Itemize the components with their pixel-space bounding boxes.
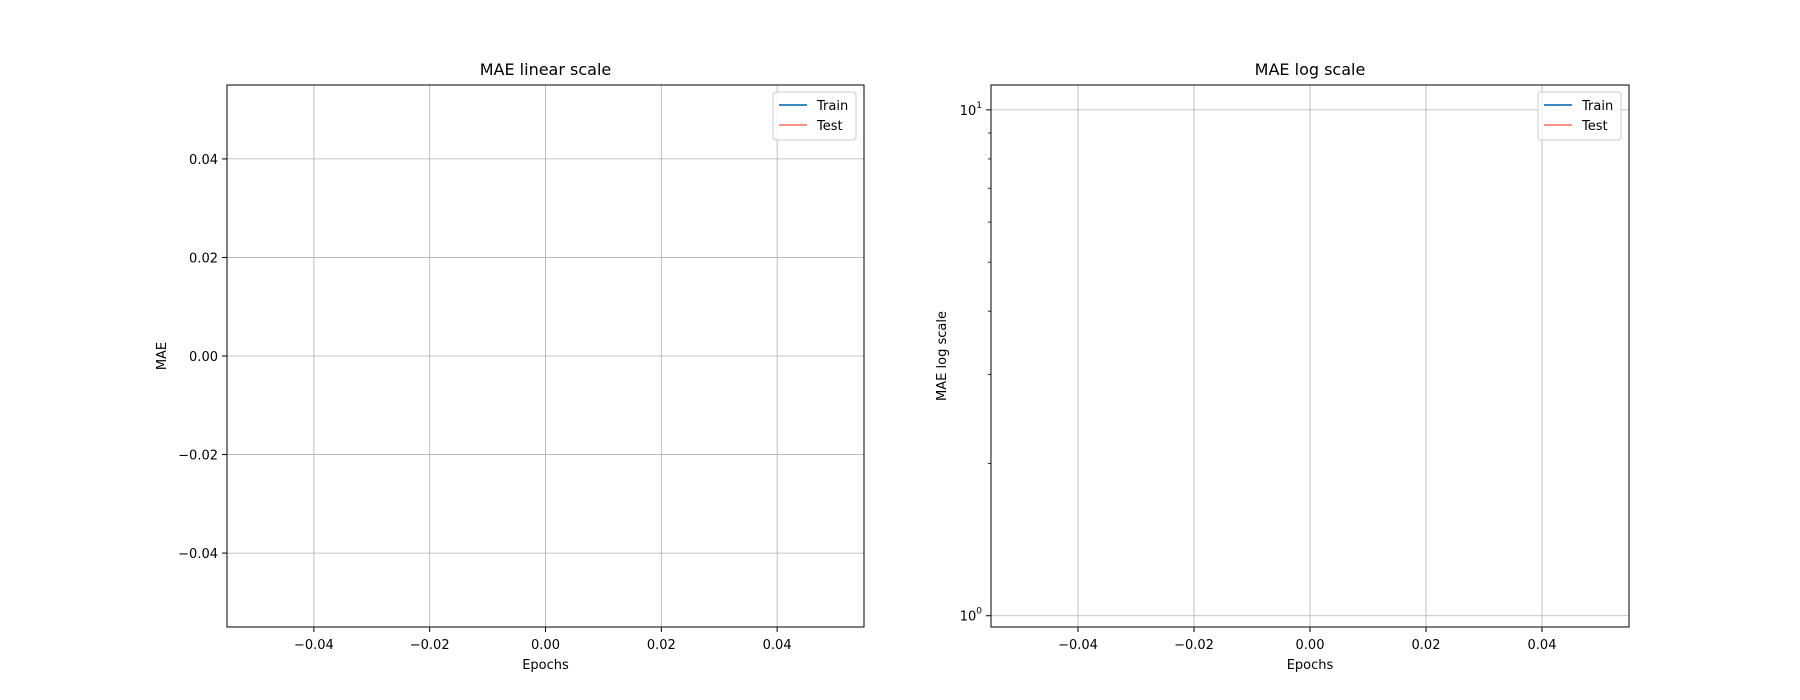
chart-title: MAE linear scale xyxy=(480,60,612,79)
x-tick-label: −0.02 xyxy=(1174,638,1214,653)
x-tick-label: 0.02 xyxy=(647,638,676,653)
x-tick-label: 0.04 xyxy=(763,638,792,653)
legend-label: Test xyxy=(816,119,843,134)
chart-title: MAE log scale xyxy=(1255,60,1366,79)
y-tick-label: 101 xyxy=(960,101,982,119)
legend: Train Test xyxy=(772,91,857,141)
y-tick-label: 0.00 xyxy=(189,350,218,365)
y-tick-label: 0.04 xyxy=(189,153,218,168)
x-tick-label: −0.04 xyxy=(1058,638,1098,653)
legend-label: Test xyxy=(1581,119,1608,134)
y-tick-label-base: 10 xyxy=(960,610,977,625)
y-axis-label: MAE xyxy=(155,342,170,370)
y-tick-label-base: 10 xyxy=(960,104,977,119)
x-tick-label: −0.04 xyxy=(294,638,334,653)
x-tick-label: −0.02 xyxy=(410,638,450,653)
legend-label: Train xyxy=(1581,99,1613,114)
x-tick-label: 0.04 xyxy=(1528,638,1557,653)
y-tick-label-exponent: 0 xyxy=(976,607,982,617)
y-tick-label: 0.02 xyxy=(189,251,218,266)
chart-mae-linear: −0.04 −0.02 0.00 0.02 0.04 −0.04 −0.02 0.00 0.02… xyxy=(155,60,865,673)
legend-frame xyxy=(1537,91,1622,141)
x-axis-label: Epochs xyxy=(522,658,569,673)
legend: Train Test xyxy=(1537,91,1622,141)
x-tick-label: 0.00 xyxy=(531,638,560,653)
y-axis-label: MAE log scale xyxy=(935,311,950,401)
x-tick-label: 0.02 xyxy=(1412,638,1441,653)
legend-frame xyxy=(772,91,857,141)
y-tick-label-exponent: 1 xyxy=(976,101,982,111)
y-tick-label: −0.02 xyxy=(178,449,218,464)
x-tick-label: 0.00 xyxy=(1296,638,1325,653)
y-tick-label: 100 xyxy=(960,607,983,625)
legend-label: Train xyxy=(816,99,848,114)
x-axis-label: Epochs xyxy=(1287,658,1334,673)
y-tick-label: −0.04 xyxy=(178,547,218,562)
